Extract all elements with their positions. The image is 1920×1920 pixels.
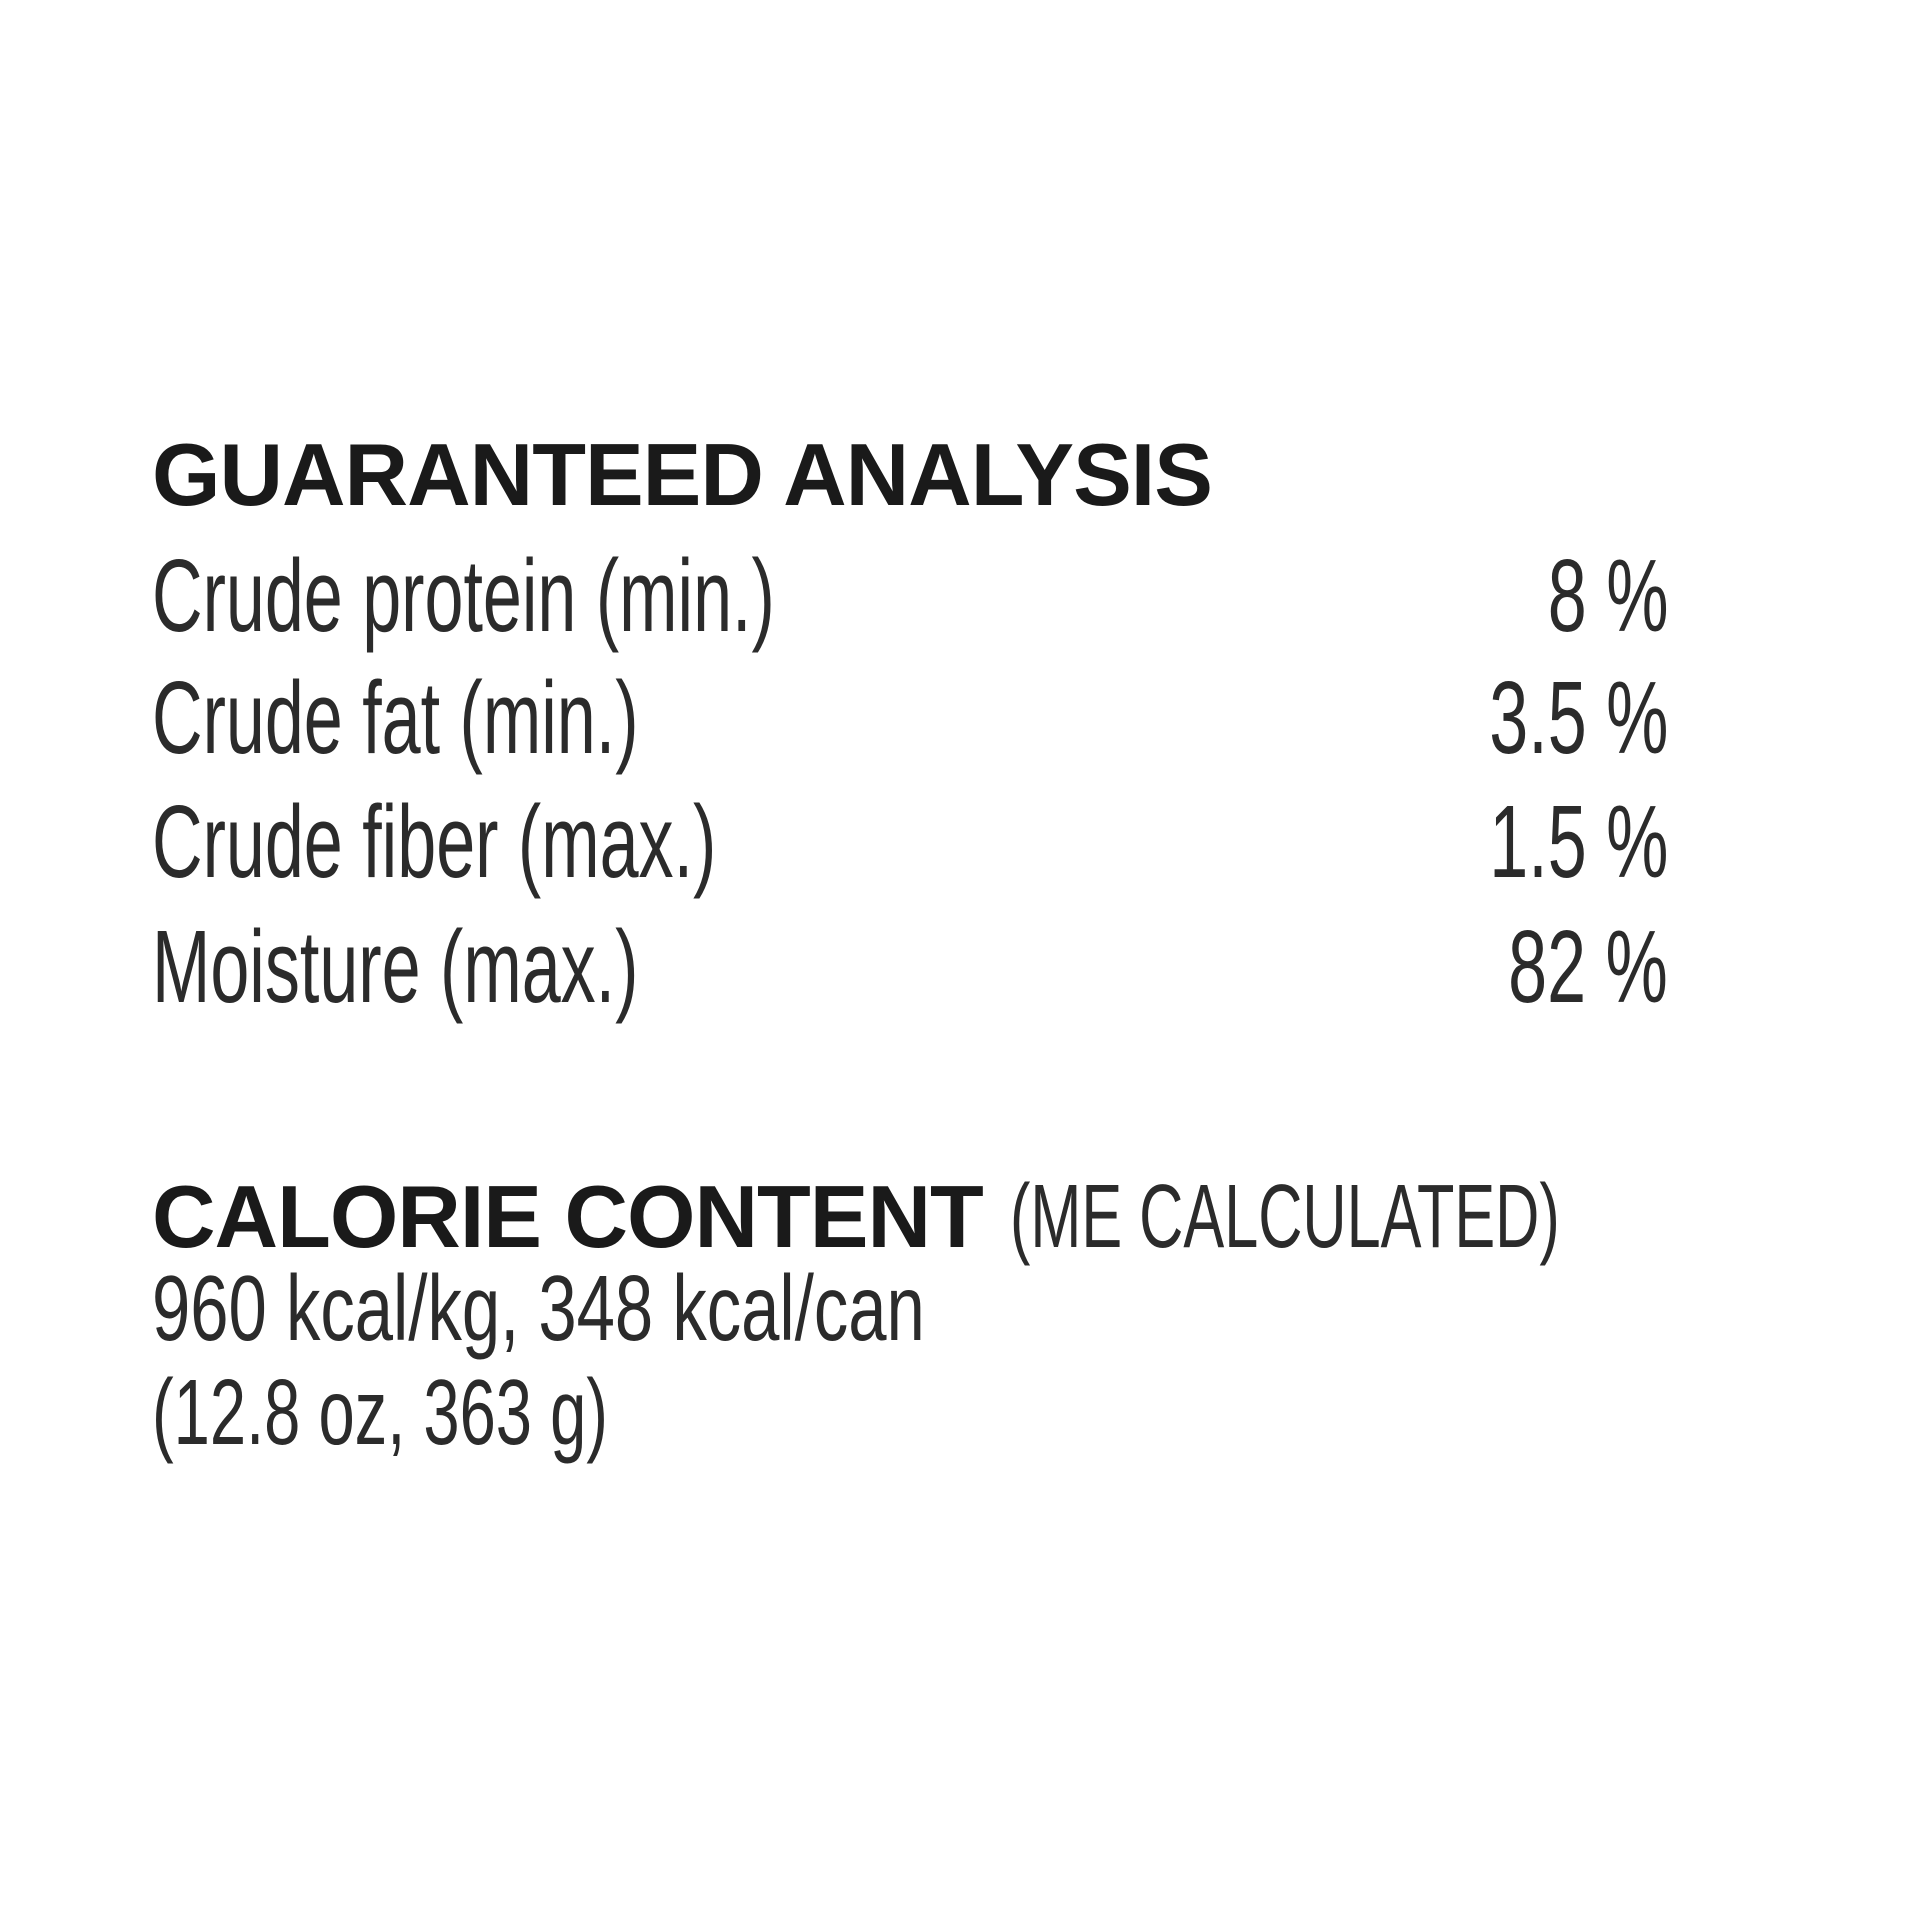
calorie-content-subtitle: (ME CALCULATED) [1010, 1167, 1560, 1267]
row-label-fat: Crude fat (min.) [152, 660, 639, 775]
row-label-protein: Crude protein (min.) [152, 538, 775, 653]
calorie-line-2: (12.8 oz, 363 g) [152, 1360, 608, 1464]
calorie-content-title: CALORIE CONTENT [152, 1167, 984, 1266]
row-label-moisture: Moisture (max.) [152, 909, 639, 1024]
row-value-fiber: 1.5 % [1488, 784, 1668, 899]
row-value-moisture: 82 % [1508, 909, 1668, 1024]
row-label-fiber: Crude fiber (max.) [152, 784, 717, 899]
row-value-protein: 8 % [1547, 538, 1668, 653]
row-value-fat: 3.5 % [1488, 660, 1668, 775]
calorie-line-1: 960 kcal/kg, 348 kcal/can [152, 1256, 925, 1360]
guaranteed-analysis-title: GUARANTEED ANALYSIS [152, 425, 1213, 524]
calorie-content-heading: CALORIE CONTENT (ME CALCULATED) [152, 1172, 1819, 1262]
